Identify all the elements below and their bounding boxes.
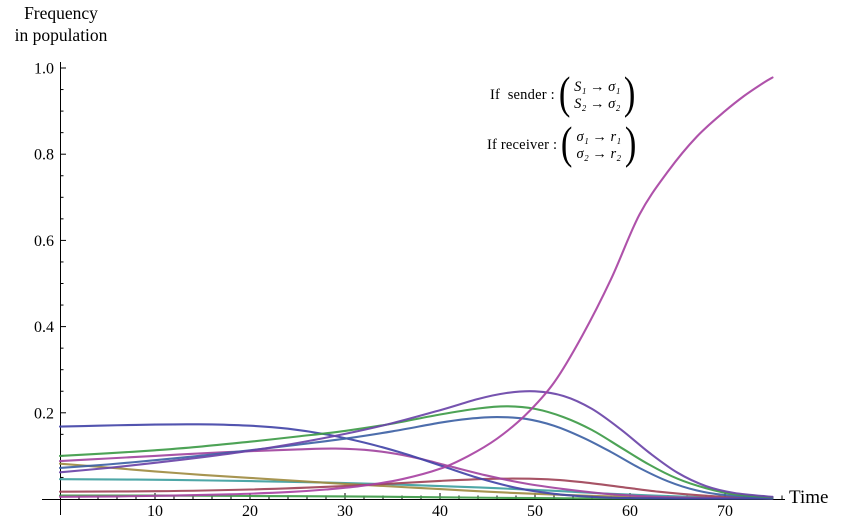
series-purple-hump (58, 390, 774, 498)
x-tick-label: 50 (527, 503, 543, 520)
series-olive-declining (58, 462, 774, 500)
annotation-sender-row2: S₂ → σ₂ (574, 95, 621, 112)
series-royal-blue-flat-declining (58, 423, 774, 500)
y-tick-label: 0.2 (34, 405, 54, 422)
close-paren: ) (624, 66, 636, 118)
close-paren: ) (625, 116, 637, 168)
x-tick-label: 70 (717, 503, 733, 520)
y-tick-label: 0.4 (34, 319, 54, 336)
series-green-hump (58, 405, 774, 499)
annotation-sender-matrix: S₁ → σ₁ S₂ → σ₂ (574, 79, 620, 112)
y-tick-label: 1.0 (34, 61, 54, 78)
y-tick-label: 0.6 (34, 233, 54, 250)
series-magenta-sigmoid-signaling-system (58, 76, 774, 498)
open-paren: ( (558, 66, 571, 118)
x-tick-label: 60 (622, 503, 638, 520)
annotation-sender: If sender : ( S₁ → σ₁ S₂ → σ₂ ) (490, 66, 636, 118)
x-tick-label: 10 (147, 503, 163, 520)
x-tick-label: 40 (432, 503, 448, 520)
annotation-receiver-matrix: σ₁ → r₁ σ₂ → r₂ (577, 129, 622, 162)
annotation-sender-label: If sender : (490, 87, 555, 103)
x-axis-title: Time (789, 487, 829, 508)
y-axis-title-line1: Frequency (24, 3, 98, 23)
annotation-receiver-row2: σ₂ → r₂ (576, 145, 622, 162)
y-axis-title: Frequency in population (0, 2, 122, 46)
series-teal-low-declining (58, 478, 774, 500)
annotation-receiver: If receiver : ( σ₁ → r₁ σ₂ → r₂ ) (487, 116, 637, 168)
series-steel-blue-hump (58, 416, 774, 499)
y-tick-label: 0.8 (34, 147, 54, 164)
x-tick-label: 20 (242, 503, 258, 520)
y-axis-title-line2: in population (14, 25, 108, 45)
open-paren: ( (561, 116, 573, 168)
x-tick-label: 30 (337, 503, 353, 520)
annotation-sender-row1: S₁ → σ₁ (574, 79, 621, 95)
series-maroon-low-hump (58, 477, 774, 500)
annotation-receiver-row1: σ₁ → r₁ (576, 129, 622, 145)
annotation-receiver-label: If receiver : (487, 137, 558, 153)
